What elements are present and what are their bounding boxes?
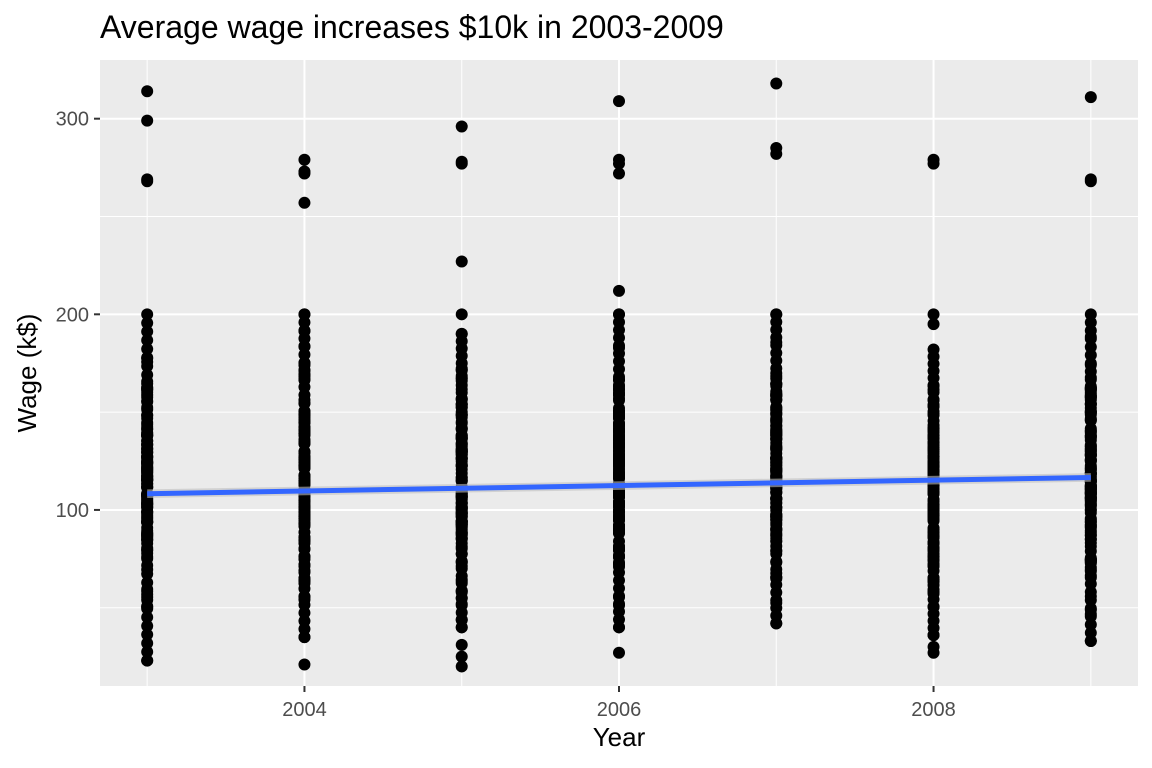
data-point: [455, 255, 468, 268]
data-point: [141, 114, 154, 127]
data-point: [141, 455, 154, 468]
data-point: [141, 550, 154, 563]
data-point: [298, 153, 311, 166]
data-point: [613, 308, 625, 321]
data-point: [141, 85, 154, 98]
data-point: [770, 77, 783, 90]
data-point: [613, 95, 625, 108]
data-point: [141, 325, 154, 338]
data-point: [141, 394, 154, 407]
data-point: [613, 284, 625, 297]
data-point: [141, 507, 154, 520]
data-point: [927, 318, 940, 331]
data-point: [613, 167, 625, 180]
data-point: [927, 153, 940, 166]
y-tick-label: 300: [56, 109, 89, 131]
data-point: [770, 617, 783, 630]
data-point: [613, 153, 625, 166]
data-point: [141, 360, 154, 373]
data-point: [141, 412, 154, 425]
data-point: [613, 621, 625, 634]
data-point: [141, 377, 154, 390]
data-point: [298, 196, 311, 209]
data-point: [141, 464, 154, 477]
data-point: [927, 308, 940, 321]
data-point: [141, 516, 154, 529]
data-point: [141, 438, 154, 451]
data-point: [770, 308, 783, 321]
data-point: [298, 167, 311, 180]
data-point: [141, 524, 154, 537]
chart-title: Average wage increases $10k in 2003-2009: [100, 9, 724, 45]
x-axis: 2004 2006 2008: [282, 686, 956, 721]
data-point: [141, 576, 154, 589]
data-point: [927, 343, 940, 356]
data-point: [1084, 635, 1097, 648]
data-point: [141, 619, 154, 632]
data-point: [1084, 91, 1097, 104]
x-tick-label: 2004: [282, 699, 327, 721]
data-point: [141, 403, 154, 416]
data-point: [141, 316, 154, 329]
data-point: [770, 142, 783, 155]
data-point: [141, 585, 154, 598]
data-point: [298, 308, 311, 321]
data-point: [141, 628, 154, 641]
data-point: [455, 650, 468, 663]
data-point: [141, 593, 154, 606]
data-point: [141, 351, 154, 364]
data-point: [141, 334, 154, 347]
data-point: [141, 175, 154, 188]
data-point: [141, 611, 154, 624]
x-tick-label: 2006: [597, 699, 642, 721]
data-point: [141, 368, 154, 381]
x-tick-label: 2008: [911, 699, 956, 721]
data-point: [141, 542, 154, 555]
data-point: [141, 386, 154, 399]
data-point: [141, 498, 154, 511]
data-point: [927, 629, 940, 642]
data-point: [1084, 173, 1097, 186]
data-point: [141, 654, 154, 667]
data-point: [1084, 308, 1097, 321]
data-point: [141, 342, 154, 355]
data-point: [141, 446, 154, 459]
y-tick-label: 100: [56, 500, 89, 522]
data-point: [455, 327, 468, 340]
data-point: [141, 429, 154, 442]
data-point: [455, 621, 468, 634]
x-axis-title: Year: [593, 722, 646, 752]
data-point: [455, 638, 468, 651]
y-axis-title: Wage (k$): [12, 314, 42, 433]
data-point: [455, 660, 468, 673]
trend-line-group: [147, 473, 1091, 499]
data-point: [927, 640, 940, 653]
data-point: [613, 646, 625, 659]
data-point: [298, 658, 311, 671]
data-point: [141, 568, 154, 581]
data-point: [455, 155, 468, 168]
data-point: [141, 602, 154, 615]
data-point: [298, 631, 311, 644]
y-axis: 100 200 300: [56, 109, 100, 522]
data-point: [141, 645, 154, 658]
trend-line: [147, 474, 1091, 497]
data-point: [141, 559, 154, 572]
data-point: [141, 533, 154, 546]
data-point: [141, 472, 154, 485]
data-point: [455, 120, 468, 133]
data-point: [141, 308, 154, 321]
y-tick-label: 200: [56, 304, 89, 326]
data-point: [141, 637, 154, 650]
data-point: [141, 420, 154, 433]
data-point: [455, 308, 468, 321]
